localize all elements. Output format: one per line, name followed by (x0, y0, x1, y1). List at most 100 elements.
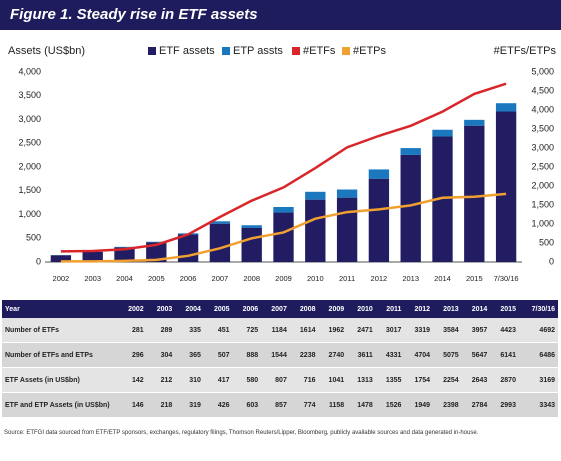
table-cell: 857 (261, 392, 290, 418)
header-cell: 2003 (146, 300, 176, 318)
y2-tick-label: 3,500 (531, 123, 554, 133)
bar-segment (305, 199, 326, 262)
legend-swatch (342, 47, 350, 55)
bar-segment (400, 148, 421, 155)
y2-tick-label: 4,500 (531, 85, 554, 95)
x-tick-label: 2008 (243, 274, 260, 283)
table-cell: ETF and ETP Assets (in US$bn) (2, 392, 118, 418)
bar-segment (368, 169, 390, 179)
header-cell: 2002 (118, 300, 147, 318)
table-cell: 2643 (461, 367, 491, 393)
table-cell: 304 (146, 342, 176, 368)
table-cell: 1614 (289, 318, 319, 343)
source-note: Source: ETFGI data sourced from ETF/ETP … (4, 430, 479, 436)
legend-label: #ETPs (353, 45, 387, 57)
title-bar: Figure 1. Steady rise in ETF assets (0, 0, 561, 30)
bar-segment (241, 227, 262, 262)
bar-segment (82, 251, 103, 262)
y-tick-label: 4,000 (18, 66, 41, 76)
line-series (60, 82, 507, 253)
table-cell: 580 (232, 367, 262, 393)
x-tick-label: 2014 (434, 274, 451, 283)
header-cell: 7/30/16 (518, 300, 558, 318)
table-cell: 3169 (518, 367, 558, 393)
table-cell: 2254 (433, 367, 462, 393)
table-row: Number of ETFs 281 289 335 451 725 1184 1614 196… (2, 318, 558, 343)
table-cell: 296 (118, 342, 147, 368)
header-cell: 2012 (404, 300, 434, 318)
y2-tick-label: 500 (539, 237, 554, 247)
y2-tick-label: 4,000 (531, 104, 554, 114)
y2-tick-label: 1,500 (531, 199, 554, 209)
y2-tick-label: 1,000 (531, 218, 554, 228)
y2-tick-label: 3,000 (531, 142, 554, 152)
table-cell: 426 (203, 392, 233, 418)
bar-segment (336, 197, 358, 262)
legend-label: ETP assts (233, 45, 283, 57)
table-cell: 1526 (375, 392, 405, 418)
table-cell: 2870 (490, 367, 519, 393)
line-series (60, 192, 507, 263)
table-cell: 6486 (518, 342, 558, 368)
table-cell: 5075 (433, 342, 462, 368)
table-cell: 319 (175, 392, 204, 418)
table-cell: 289 (146, 318, 176, 343)
y-tick-label: 0 (36, 256, 41, 266)
table-cell: 3017 (375, 318, 405, 343)
table-cell: 1754 (404, 367, 434, 393)
table-cell: 1355 (375, 367, 405, 393)
bar-segment (273, 206, 294, 213)
table-cell: 5647 (461, 342, 491, 368)
header-cell: 2011 (375, 300, 405, 318)
table-cell: 1962 (318, 318, 348, 343)
y-tick-label: 2,000 (18, 161, 41, 171)
table-cell: 1949 (404, 392, 434, 418)
legend-label: ETF assets (159, 45, 215, 57)
table-cell: 335 (175, 318, 204, 343)
bar-segment (464, 125, 485, 262)
table-cell: Number of ETFs and ETPs (2, 342, 118, 368)
table-cell: 603 (232, 392, 262, 418)
table-cell: 1041 (318, 367, 348, 393)
bar-segment (209, 221, 231, 224)
bar-segment (400, 154, 421, 262)
y-tick-label: 3,000 (18, 114, 41, 124)
table-row: Number of ETFs and ETPs 296 304 365 507 888 15… (2, 342, 558, 368)
x-tick-label: 2007 (212, 274, 229, 283)
y-tick-label: 3,500 (18, 90, 41, 100)
table-cell: 417 (203, 367, 233, 393)
x-tick-label: 2013 (402, 274, 419, 283)
table-cell: 725 (232, 318, 262, 343)
table-cell: 4692 (518, 318, 558, 343)
bar-segment (50, 255, 72, 262)
bar-segment (241, 225, 262, 228)
y2-axis-title: #ETFs/ETPs (494, 45, 557, 57)
header-cell: 2010 (347, 300, 376, 318)
header-cell: 2013 (433, 300, 462, 318)
table-cell: 4423 (490, 318, 519, 343)
bar-segment (336, 189, 358, 198)
table-row: ETF and ETP Assets (in US$bn) 146 218 319 42… (2, 392, 558, 418)
bar-segment (432, 136, 453, 262)
table-cell: 2471 (347, 318, 376, 343)
table-cell: 3319 (404, 318, 434, 343)
table-cell: 4331 (375, 342, 405, 368)
table-cell: 146 (118, 392, 147, 418)
bar-segment (273, 212, 294, 262)
header-cell: 2005 (203, 300, 233, 318)
bar-segment (209, 223, 231, 262)
table-cell: 1313 (347, 367, 376, 393)
table-cell: 888 (232, 342, 262, 368)
table-cell: 2993 (490, 392, 519, 418)
table-cell: 1184 (261, 318, 290, 343)
y2-tick-label: 0 (549, 256, 554, 266)
table-cell: 218 (146, 392, 176, 418)
header-cell: 2009 (318, 300, 348, 318)
table-cell: 507 (203, 342, 233, 368)
table-cell: 3957 (461, 318, 491, 343)
header-cell: 2004 (175, 300, 204, 318)
x-tick-label: 2005 (148, 274, 165, 283)
table-cell: 1158 (318, 392, 348, 418)
table-cell: 3584 (433, 318, 462, 343)
